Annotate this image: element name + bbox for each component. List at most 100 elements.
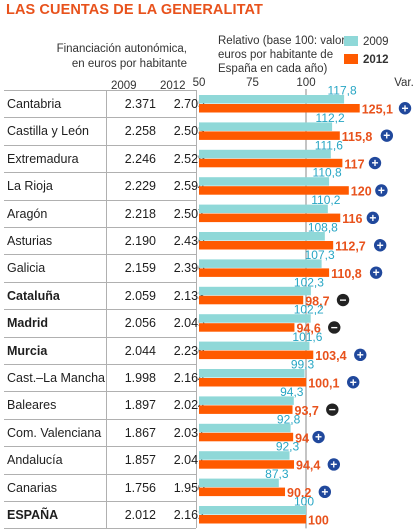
bar-2009: [199, 286, 311, 296]
region-name: Castilla y León: [7, 124, 89, 139]
data-label-2009: 87,3: [265, 467, 289, 481]
variation-up-icon: [354, 348, 367, 362]
table-cell-2012: 2.705: [173, 97, 205, 111]
region-name: Com. Valenciana: [7, 425, 102, 440]
variation-up-icon: [366, 211, 380, 225]
variation-up-sign: +: [373, 266, 380, 280]
data-label-2012: 93,7: [295, 404, 319, 418]
table-divider: [4, 144, 196, 146]
table-divider: [4, 501, 196, 502]
right-header-line: España en cada año): [218, 63, 328, 75]
data-label-2012: 120: [351, 185, 372, 199]
table-divider: [4, 364, 196, 365]
table-cell-2009: 1.998: [124, 371, 156, 385]
table-divider: [4, 254, 196, 256]
chart-title: LAS CUENTAS DE LA GENERALITAT: [6, 2, 263, 18]
region-name: Extremadura: [7, 151, 79, 166]
table-cell-2012: 2.164: [173, 371, 205, 385]
bar-2009: [199, 423, 291, 433]
variation-up-icon: [375, 184, 388, 197]
data-label-2012: 100,1: [308, 377, 339, 391]
variation-up-sign: +: [350, 375, 357, 389]
table-cell-2012: 2.594: [173, 179, 205, 194]
region-name: Baleares: [7, 398, 57, 413]
bar-2009: [199, 204, 328, 214]
right-header: Relativo (base 100: valor euros por habi…: [218, 34, 345, 76]
bar-2009: [199, 122, 333, 131]
bar-2012: [199, 460, 295, 469]
bar-2009: [199, 259, 322, 268]
table-cell-2009: 1.867: [124, 425, 156, 440]
bar-2009: [199, 177, 330, 186]
variation-down-sign: −: [340, 293, 347, 307]
table-cell-2012: 2.396: [173, 261, 205, 276]
data-label-2012: 94,4: [296, 459, 320, 473]
variation-down-icon: [336, 293, 350, 307]
table-cell-2009: 2.258: [124, 124, 156, 139]
legend-item-2012: 2012: [344, 54, 389, 66]
region-name: Cast.–La Mancha: [7, 371, 105, 385]
variation-down-icon: [326, 403, 339, 416]
variation-up-icon: [373, 239, 387, 252]
table-cell-2009: 2.190: [124, 234, 156, 248]
table-divider: [4, 418, 196, 420]
right-header-line: euros por habitante de: [218, 49, 334, 61]
table-cell-2012: 2.436: [173, 234, 205, 248]
region-name: Murcia: [7, 343, 48, 358]
table-cell-2012: 2.507: [173, 206, 205, 221]
variation-down-sign: −: [331, 320, 338, 334]
data-label-2009: 100: [294, 495, 314, 509]
legend-item-2009: 2009: [344, 36, 389, 48]
legend-label-2009: 2009: [363, 36, 389, 48]
table-divider: [4, 117, 196, 119]
table-cell-2012: 2.031: [173, 425, 205, 440]
data-label-2009: 110,8: [313, 166, 342, 180]
table-divider: [4, 227, 196, 228]
region-name: La Rioja: [7, 179, 53, 194]
table-cell-2009: 2.246: [124, 151, 156, 166]
table-cell-2012: 2.024: [173, 398, 205, 413]
data-label-2012: 115,8: [342, 130, 373, 144]
region-name: Cataluña: [7, 288, 60, 303]
table-cell-2012: 1.950: [173, 480, 205, 495]
table-cell-2009: 2.059: [124, 288, 156, 303]
variation-up-sign: +: [321, 485, 328, 499]
bar-2012: [199, 323, 295, 332]
table-cell-2009: 2.371: [124, 97, 156, 111]
table-cell-2012: 2.041: [173, 453, 205, 468]
bar-2012: [199, 350, 314, 360]
variation-up-icon: [398, 102, 412, 115]
data-label-2009: 107,3: [305, 248, 335, 262]
bar-2009: [199, 506, 306, 515]
bar-2009: [199, 95, 345, 104]
data-label-2009: 110,2: [311, 193, 340, 207]
table-cell-2009: 2.044: [124, 343, 156, 358]
region-name: Galicia: [7, 261, 46, 276]
table-divider: [4, 199, 196, 201]
bar-2012: [199, 241, 334, 250]
table-divider: [4, 90, 196, 91]
table-divider: [4, 391, 196, 393]
x-tick-label: 50: [193, 77, 206, 89]
variation-up-icon: [327, 458, 341, 471]
data-label-2009: 99,3: [291, 358, 315, 372]
bar-2012: [199, 405, 293, 414]
variation-down-icon: [328, 321, 341, 334]
region-name: Aragón: [7, 206, 48, 221]
region-name: Canarias: [7, 480, 58, 495]
data-label-2009: 101,6: [292, 330, 322, 344]
bar-2009: [199, 478, 279, 488]
table-cell-2009: 1.756: [124, 480, 156, 495]
data-label-2009: 108,8: [308, 221, 338, 235]
column-header-2012: 2012: [160, 80, 186, 92]
variation-down-sign: −: [329, 403, 336, 417]
data-label-2009: 112,2: [316, 111, 345, 125]
data-label-2009: 92,3: [276, 440, 300, 454]
table-divider: [4, 473, 196, 475]
data-label-2012: 98,7: [305, 294, 329, 308]
column-header-2009: 2009: [111, 80, 137, 92]
variation-up-icon: [380, 129, 394, 142]
variation-up-icon: [369, 266, 383, 279]
variation-up-sign: +: [330, 457, 337, 471]
region-name: Madrid: [7, 316, 48, 331]
